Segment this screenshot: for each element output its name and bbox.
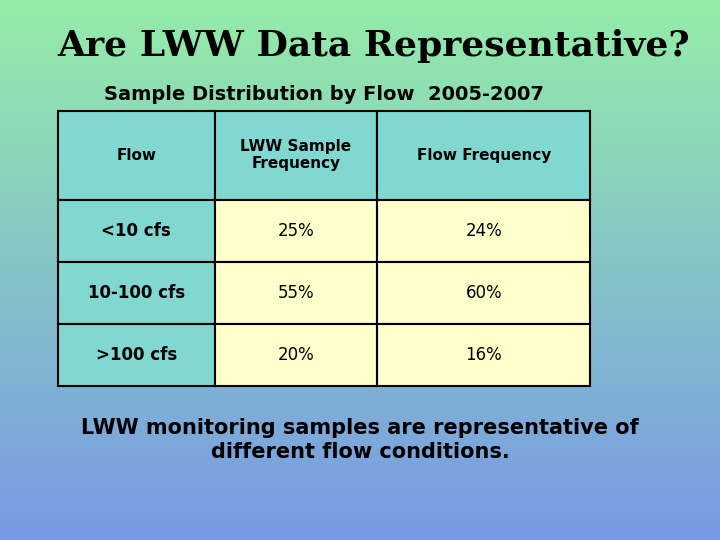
Text: 25%: 25% [278, 222, 315, 240]
FancyBboxPatch shape [377, 111, 590, 200]
Text: 24%: 24% [465, 222, 503, 240]
Text: Are LWW Data Representative?: Are LWW Data Representative? [58, 29, 690, 63]
FancyBboxPatch shape [215, 262, 377, 324]
Text: <10 cfs: <10 cfs [102, 222, 171, 240]
Text: Flow Frequency: Flow Frequency [417, 148, 551, 163]
Text: 55%: 55% [278, 284, 315, 302]
FancyBboxPatch shape [377, 324, 590, 386]
Text: 60%: 60% [466, 284, 502, 302]
FancyBboxPatch shape [58, 200, 215, 262]
Text: >100 cfs: >100 cfs [96, 346, 177, 364]
Text: Flow: Flow [116, 148, 156, 163]
Text: LWW Sample
Frequency: LWW Sample Frequency [240, 139, 351, 172]
FancyBboxPatch shape [58, 262, 215, 324]
FancyBboxPatch shape [215, 200, 377, 262]
Text: LWW monitoring samples are representative of
different flow conditions.: LWW monitoring samples are representativ… [81, 418, 639, 462]
Text: 10-100 cfs: 10-100 cfs [88, 284, 185, 302]
Text: 16%: 16% [465, 346, 503, 364]
FancyBboxPatch shape [215, 324, 377, 386]
FancyBboxPatch shape [377, 262, 590, 324]
FancyBboxPatch shape [58, 324, 215, 386]
FancyBboxPatch shape [215, 111, 377, 200]
FancyBboxPatch shape [58, 111, 215, 200]
Text: 20%: 20% [278, 346, 315, 364]
Text: Sample Distribution by Flow  2005-2007: Sample Distribution by Flow 2005-2007 [104, 85, 544, 104]
FancyBboxPatch shape [377, 200, 590, 262]
